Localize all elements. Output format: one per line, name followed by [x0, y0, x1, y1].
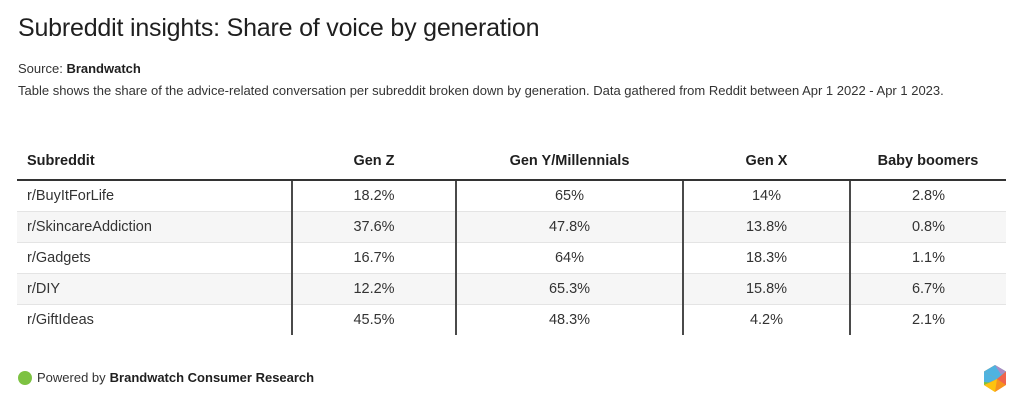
cell-gen-y: 48.3%: [455, 304, 683, 335]
cell-gen-x: 15.8%: [682, 273, 850, 305]
cell-gen-z: 12.2%: [291, 273, 456, 305]
cell-baby-boomers: 0.8%: [849, 211, 1006, 243]
cell-subreddit: r/DIY: [17, 273, 292, 305]
source-name: Brandwatch: [66, 61, 141, 76]
cell-gen-z: 18.2%: [291, 180, 456, 212]
column-header-subreddit: Subreddit: [17, 142, 292, 181]
column-header-gen-z: Gen Z: [292, 142, 456, 181]
cell-subreddit: r/GiftIdeas: [27, 312, 94, 328]
cell-gen-z: 37.6%: [291, 211, 456, 243]
powered-by-brand: Brandwatch Consumer Research: [109, 370, 315, 385]
column-header-gen-y: Gen Y/Millennials: [456, 142, 683, 181]
cell-baby-boomers: 2.8%: [849, 180, 1006, 212]
cell-gen-z: 45.5%: [291, 304, 456, 335]
table-row: r/BuyItForLife 18.2% 65% 14% 2.8%: [17, 180, 1006, 212]
cell-gen-y: 65%: [455, 180, 683, 212]
table-description: Table shows the share of the advice-rela…: [18, 83, 944, 98]
cell-gen-y: 47.8%: [455, 211, 683, 243]
cell-gen-x: 4.2%: [682, 304, 850, 335]
cell-baby-boomers: 2.1%: [849, 304, 1006, 335]
cell-subreddit: r/BuyItForLife: [17, 180, 292, 212]
cell-baby-boomers: 1.1%: [849, 242, 1006, 274]
cell-gen-x: 18.3%: [682, 242, 850, 274]
cell-subreddit: r/Gadgets: [17, 242, 292, 274]
cell-gen-y: 64%: [455, 242, 683, 274]
cell-gen-y: 65.3%: [455, 273, 683, 305]
footer: Powered by Brandwatch Consumer Research: [18, 370, 314, 385]
page-title: Subreddit insights: Share of voice by ge…: [18, 14, 540, 42]
table-row: r/GiftIdeas 45.5% 48.3% 4.2% 2.1%: [17, 304, 1006, 335]
cell-baby-boomers: 6.7%: [849, 273, 1006, 305]
cell-gen-x: 13.8%: [682, 211, 850, 243]
cell-subreddit: r/SkincareAddiction: [17, 211, 292, 243]
cell-gen-z: 16.7%: [291, 242, 456, 274]
share-of-voice-table: Subreddit Gen Z Gen Y/Millennials Gen X …: [17, 142, 1006, 335]
table-row: r/SkincareAddiction 37.6% 47.8% 13.8% 0.8%: [17, 211, 1006, 243]
source-line: Source: Brandwatch: [18, 61, 141, 76]
table-row: r/Gadgets 16.7% 64% 18.3% 1.1%: [17, 242, 1006, 274]
column-header-gen-x: Gen X: [683, 142, 850, 181]
table-row: r/DIY 12.2% 65.3% 15.8% 6.7%: [17, 273, 1006, 305]
powered-by-label: Powered by: [37, 370, 106, 385]
column-header-baby-boomers: Baby boomers: [850, 142, 1006, 181]
cell-gen-x: 14%: [682, 180, 850, 212]
brandwatch-logo-icon: [984, 365, 1006, 392]
brand-dot-icon: [18, 370, 32, 385]
source-label: Source:: [18, 61, 63, 76]
header-row: Subreddit Gen Z Gen Y/Millennials Gen X …: [17, 142, 1006, 181]
